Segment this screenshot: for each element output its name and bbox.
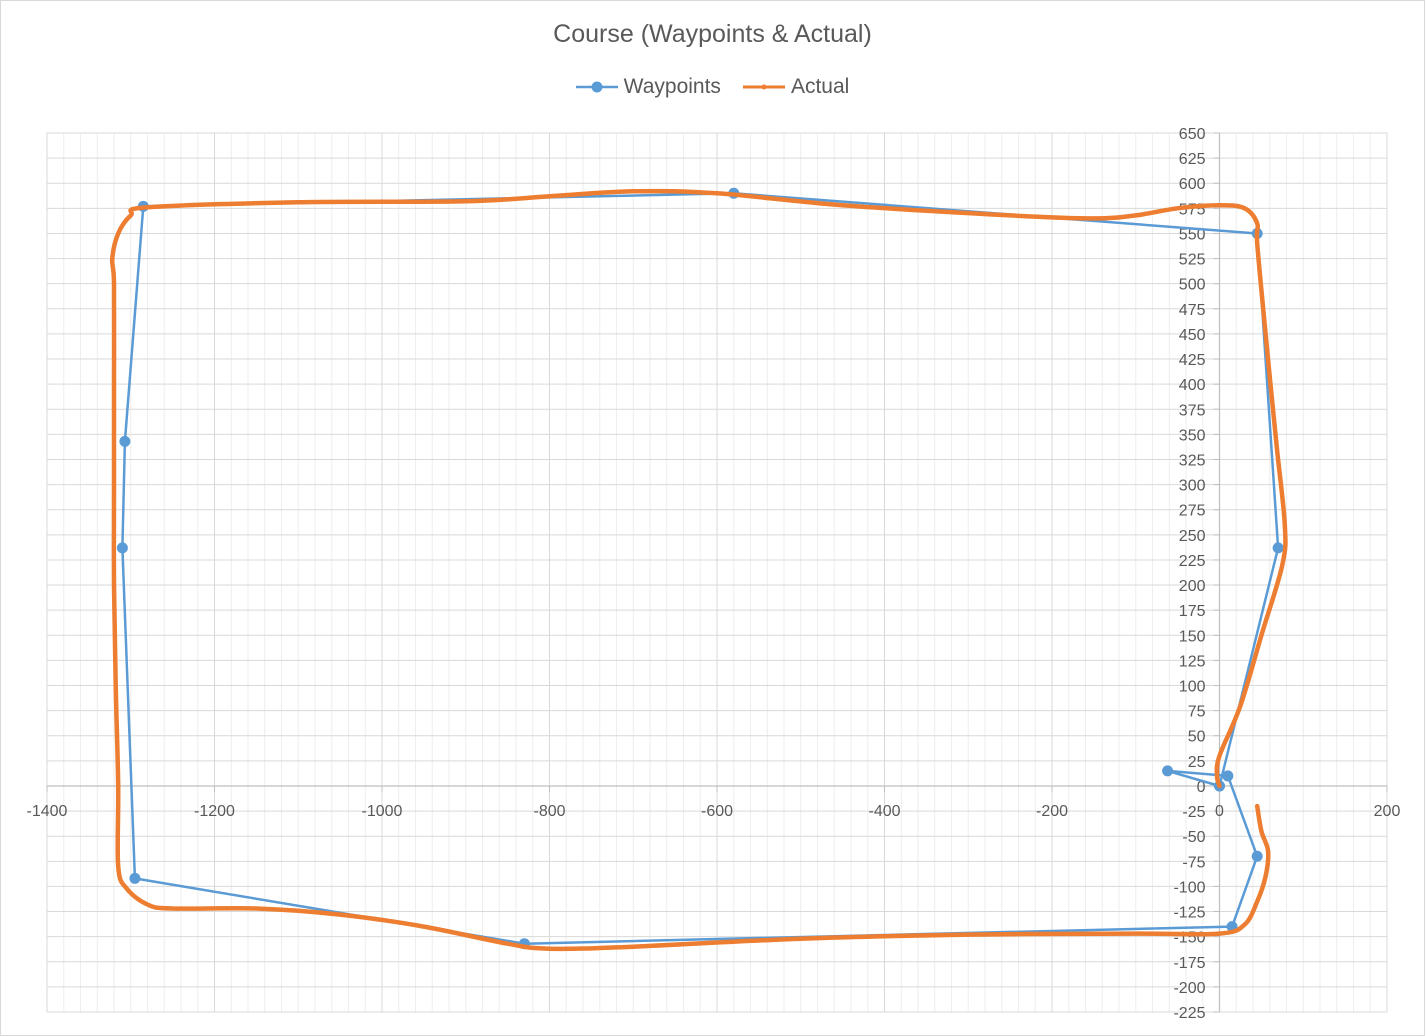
y-tick-label: 275 [1179,503,1206,520]
x-tick-label: -1000 [362,803,403,820]
y-tick-label: 475 [1179,302,1206,319]
x-tick-label: 200 [1374,803,1401,820]
legend-item-waypoints: Waypoints [575,75,721,99]
waypoint-marker [1222,770,1234,782]
x-tick-label: -1200 [194,803,235,820]
x-tick-label: -400 [868,803,900,820]
series-line-actual [109,188,1288,952]
legend-swatch-waypoints [575,81,618,93]
chart-title: Course (Waypoints & Actual) [553,20,872,48]
series-line-waypoints [121,192,1280,945]
y-tick-label: 450 [1179,327,1206,344]
y-tick-label: 50 [1188,729,1206,746]
waypoint-marker [116,542,128,554]
y-tick-label: 25 [1188,754,1206,771]
waypoint-marker [119,435,131,447]
y-tick-label: 250 [1179,528,1206,545]
y-tick-label: 400 [1179,377,1206,394]
legend: Waypoints Actual [0,75,1425,99]
y-tick-label: 300 [1179,478,1206,495]
y-tick-label: -75 [1182,854,1205,871]
y-tick-label: 600 [1179,176,1206,193]
y-tick-label: 0 [1197,779,1206,796]
y-tick-label: -175 [1173,955,1205,972]
x-tick-label: -200 [1036,803,1068,820]
waypoint-marker [1162,765,1174,777]
y-tick-label: -125 [1173,905,1205,922]
waypoint-marker [1251,850,1263,862]
legend-swatch-actual [742,84,785,90]
y-tick-label: -50 [1182,829,1205,846]
waypoint-marker [1272,542,1284,554]
y-tick-label: 525 [1179,252,1206,269]
y-tick-label: 325 [1179,452,1206,469]
legend-label-waypoints: Waypoints [623,75,721,98]
x-tick-label: -600 [701,803,733,820]
y-tick-label: 75 [1188,704,1206,721]
y-tick-label: -25 [1182,804,1205,821]
y-tick-label: 350 [1179,427,1206,444]
y-tick-label: -225 [1173,1005,1205,1022]
y-tick-label: 550 [1179,226,1206,243]
legend-item-actual: Actual [742,75,850,99]
x-tick-label: 0 [1215,803,1224,820]
x-tick-label: -800 [533,803,565,820]
x-tick-label: -1400 [27,803,68,820]
y-tick-label: 225 [1179,553,1206,570]
y-tick-label: 150 [1179,628,1206,645]
y-tick-label: 500 [1179,277,1206,294]
y-tick-label: 200 [1179,578,1206,595]
y-tick-label: 175 [1179,603,1206,620]
y-tick-label: 650 [1179,126,1206,143]
y-tick-label: 425 [1179,352,1206,369]
y-tick-label: 625 [1179,151,1206,168]
y-tick-label: 375 [1179,402,1206,419]
y-tick-label: -100 [1173,879,1205,896]
waypoint-marker [129,872,141,884]
legend-label-actual: Actual [790,75,850,98]
y-tick-label: 125 [1179,653,1206,670]
y-tick-label: 100 [1179,679,1206,696]
y-tick-label: -200 [1173,980,1205,997]
